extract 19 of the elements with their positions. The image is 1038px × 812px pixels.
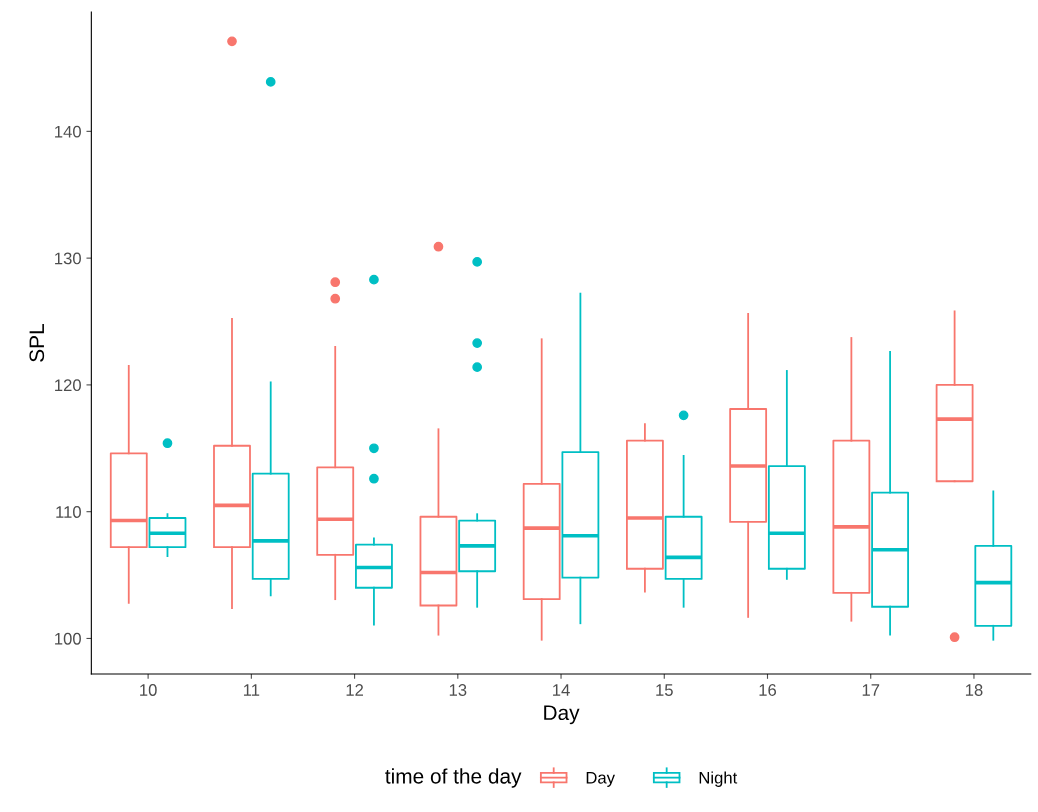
y-tick-label: 120 [55, 379, 81, 392]
legend-label: Night [699, 771, 738, 787]
x-axis-title: Day [544, 705, 580, 725]
y-tick-label: 140 [55, 125, 81, 138]
x-tick-label: 14 [553, 684, 570, 696]
legend-title: time of the day [385, 768, 522, 788]
x-tick-label: 12 [346, 684, 364, 696]
x-tick-label: 16 [759, 684, 777, 696]
legend-label: Day [586, 772, 615, 787]
x-tick-label: 10 [140, 684, 157, 696]
x-tick-label: 18 [965, 684, 983, 696]
y-tick-label: 110 [56, 506, 81, 518]
x-tick-label: 11 [243, 684, 260, 696]
x-tick-label: 17 [862, 684, 880, 696]
y-tick-label: 100 [55, 632, 81, 645]
y-axis-title: SPL [29, 324, 45, 362]
y-tick-label: 130 [55, 252, 81, 265]
x-tick-label: 13 [449, 684, 467, 696]
x-tick-label: 15 [656, 684, 673, 696]
